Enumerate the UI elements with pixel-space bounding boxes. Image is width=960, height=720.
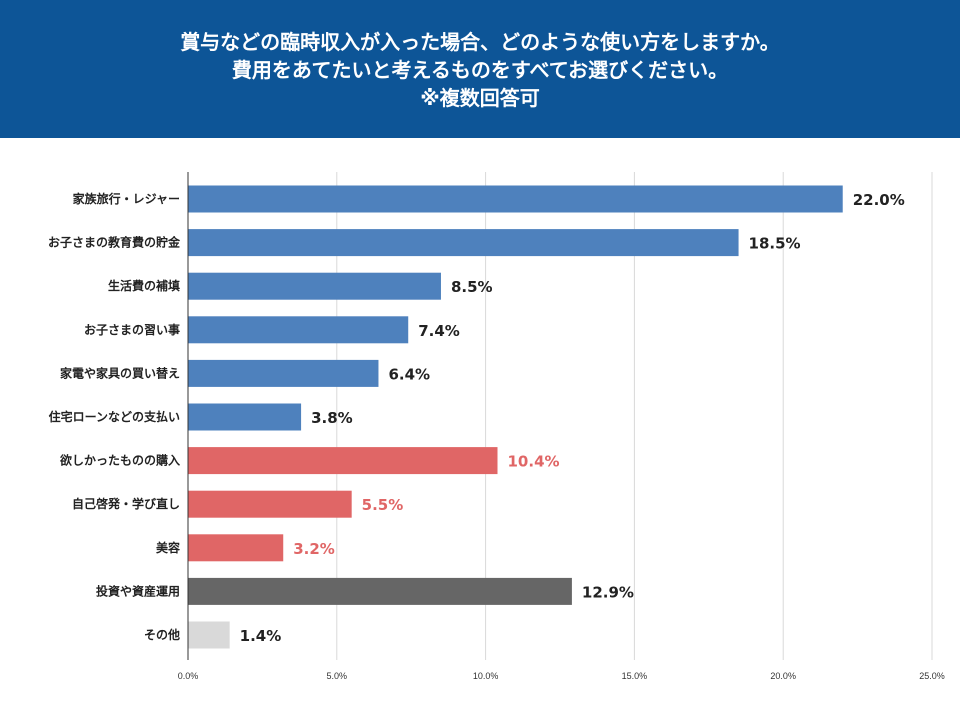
value-label: 12.9% bbox=[582, 583, 634, 601]
bar bbox=[188, 490, 352, 518]
category-label: 自己啓発・学び直し bbox=[72, 496, 180, 511]
x-tick-label: 20.0% bbox=[770, 671, 796, 681]
x-tick-label: 0.0% bbox=[178, 671, 199, 681]
bar bbox=[188, 447, 498, 475]
x-tick-label: 25.0% bbox=[919, 671, 945, 681]
category-label: 家族旅行・レジャー bbox=[73, 191, 180, 206]
category-label: お子さまの習い事 bbox=[84, 322, 180, 337]
x-tick-label: 10.0% bbox=[473, 671, 499, 681]
x-tick-label: 5.0% bbox=[327, 671, 348, 681]
x-tick-label: 15.0% bbox=[622, 671, 648, 681]
bar bbox=[188, 577, 572, 605]
bar bbox=[188, 272, 441, 300]
value-label: 6.4% bbox=[388, 365, 430, 383]
value-label: 10.4% bbox=[508, 453, 560, 471]
bar bbox=[188, 403, 302, 431]
bar bbox=[188, 621, 230, 649]
value-label: 8.5% bbox=[451, 278, 493, 296]
bar bbox=[188, 185, 843, 213]
chart-title-line-1: 賞与などの臨時収入が入った場合、どのような使い方をしますか。 bbox=[180, 30, 780, 54]
bar bbox=[188, 316, 409, 344]
category-label: 美容 bbox=[156, 540, 180, 555]
value-label: 7.4% bbox=[418, 322, 460, 340]
bar bbox=[188, 359, 379, 387]
chart-title-line-2: 費用をあてたいと考えるものをすべてお選びください。 bbox=[231, 58, 729, 82]
category-label: その他 bbox=[144, 627, 180, 642]
category-label: 欲しかったものの購入 bbox=[59, 453, 180, 468]
value-label: 3.2% bbox=[293, 540, 335, 558]
chart-title-line-3: ※複数回答可 bbox=[420, 86, 540, 110]
value-label: 22.0% bbox=[853, 191, 905, 209]
category-label: 家電や家具の買い替え bbox=[60, 365, 180, 380]
category-label: お子さまの教育費の貯金 bbox=[48, 235, 181, 250]
value-label: 1.4% bbox=[240, 627, 282, 645]
value-label: 18.5% bbox=[749, 235, 801, 253]
bar bbox=[188, 534, 284, 562]
value-label: 5.5% bbox=[362, 496, 404, 514]
category-label: 投資や資産運用 bbox=[96, 583, 180, 598]
value-label: 3.8% bbox=[311, 409, 353, 427]
bar bbox=[188, 229, 739, 257]
category-label: 生活費の補填 bbox=[108, 278, 180, 293]
chart-title-banner: 賞与などの臨時収入が入った場合、どのような使い方をしますか。 費用をあてたいと考… bbox=[0, 0, 960, 138]
category-label: 住宅ローンなどの支払い bbox=[49, 409, 180, 424]
